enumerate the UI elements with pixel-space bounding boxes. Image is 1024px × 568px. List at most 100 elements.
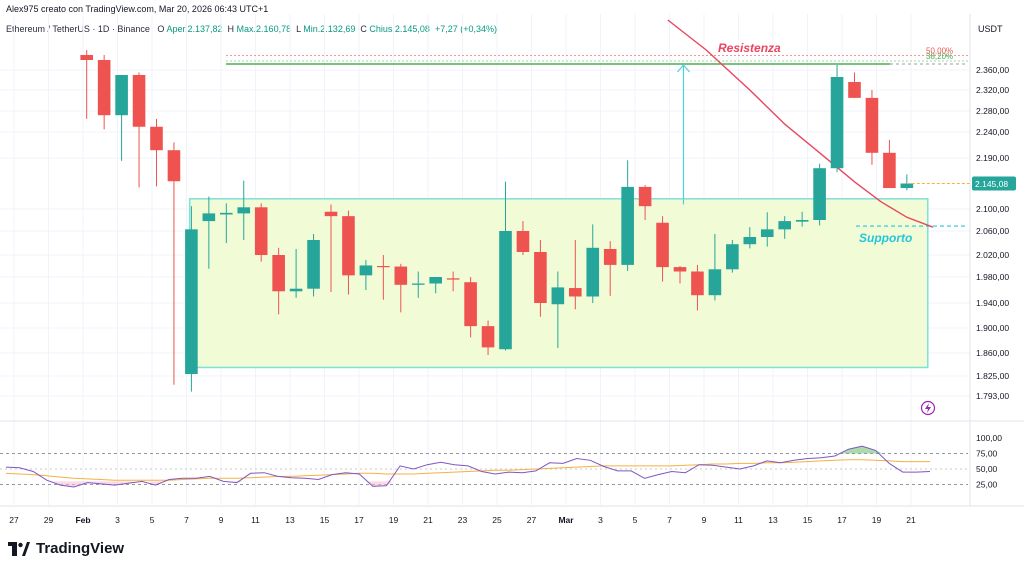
candle-body bbox=[97, 60, 111, 116]
rsi-oversold-fill bbox=[53, 481, 136, 487]
close-value: Chius.2.145,08 bbox=[369, 24, 430, 34]
date-axis-label: 27 bbox=[9, 515, 19, 525]
price-axis-label: 1.860,00 bbox=[976, 348, 1009, 358]
date-axis-label: 15 bbox=[320, 515, 330, 525]
candle-body bbox=[237, 207, 251, 214]
candle-body bbox=[516, 231, 530, 252]
symbol-legend: Ethereum / TetherUS · 1D · Binance O Ape… bbox=[6, 24, 497, 34]
candle-body bbox=[726, 244, 739, 270]
rsi-axis-label: 25,00 bbox=[976, 480, 998, 490]
price-axis-label: 2.020,00 bbox=[976, 250, 1009, 260]
rsi-axis-label: 100,00 bbox=[976, 433, 1002, 443]
rsi-line bbox=[5, 445, 931, 488]
price-axis-label: 2.280,00 bbox=[976, 106, 1009, 116]
moving-average-line bbox=[667, 19, 934, 228]
candle-body bbox=[638, 186, 652, 207]
price-axis-label: 2.100,00 bbox=[976, 204, 1009, 214]
candle-body bbox=[167, 150, 181, 182]
candle-body bbox=[656, 222, 669, 268]
date-axis-label: 13 bbox=[768, 515, 778, 525]
price-axis-label: 2.320,00 bbox=[976, 85, 1009, 95]
candle-body bbox=[795, 220, 809, 222]
open-value: Aper.2.137,82 bbox=[166, 24, 223, 34]
currency-label: USDT bbox=[978, 24, 1003, 34]
candle-body bbox=[411, 283, 425, 285]
lightning-bolt-icon bbox=[925, 403, 931, 413]
candle-body bbox=[307, 240, 320, 289]
candle-body bbox=[499, 231, 512, 350]
fib-label: 50,00% bbox=[926, 47, 953, 56]
candle-body bbox=[743, 237, 757, 245]
date-axis-label: 5 bbox=[633, 515, 638, 525]
candle-body bbox=[80, 55, 93, 60]
low-value: Min.2.132,69 bbox=[303, 24, 356, 34]
candle-body bbox=[569, 288, 582, 297]
candle-body bbox=[830, 77, 844, 169]
candle-body bbox=[289, 288, 303, 292]
candle-body bbox=[359, 265, 373, 276]
candle-body bbox=[848, 82, 861, 98]
price-axis-label: 2.240,00 bbox=[976, 127, 1009, 137]
candle-body bbox=[132, 75, 146, 127]
candle-body bbox=[883, 152, 896, 189]
candle-body bbox=[394, 266, 408, 285]
candle-body bbox=[534, 252, 547, 303]
date-axis-label: 3 bbox=[115, 515, 120, 525]
date-axis-label: 9 bbox=[219, 515, 224, 525]
close-label: C bbox=[360, 24, 367, 34]
candle-body bbox=[254, 207, 268, 255]
price-axis-label: 2.060,00 bbox=[976, 226, 1009, 236]
date-axis-label: 11 bbox=[734, 515, 743, 525]
rsi-ma-line bbox=[5, 459, 930, 481]
price-axis-label: 1.825,00 bbox=[976, 371, 1009, 381]
candle-body bbox=[673, 267, 687, 272]
resistance-annotation: Resistenza bbox=[718, 41, 781, 55]
price-axis-label: 1.793,00 bbox=[976, 391, 1009, 401]
candle-body bbox=[220, 212, 233, 215]
date-axis-label: 7 bbox=[667, 515, 672, 525]
candle-body bbox=[691, 271, 704, 296]
candle-body bbox=[621, 186, 634, 265]
rsi-axis-label: 50,00 bbox=[976, 464, 998, 474]
date-axis-label: 27 bbox=[527, 515, 537, 525]
high-label: H bbox=[227, 24, 235, 34]
candle-body bbox=[324, 211, 338, 217]
date-axis-label: 17 bbox=[354, 515, 364, 525]
date-axis-label: 11 bbox=[251, 515, 260, 525]
candle-body bbox=[900, 183, 914, 189]
rsi-overbought-fill bbox=[841, 446, 883, 454]
rsi-oversold-fill bbox=[148, 481, 163, 486]
candle-body bbox=[185, 229, 198, 375]
support-annotation: Supporto bbox=[859, 231, 912, 245]
candle-body bbox=[778, 221, 791, 230]
date-axis-label: 19 bbox=[872, 515, 882, 525]
last-price-badge bbox=[972, 176, 1016, 191]
date-axis-label: 21 bbox=[906, 515, 916, 525]
date-axis-label: 7 bbox=[184, 515, 189, 525]
date-axis-label: 15 bbox=[803, 515, 813, 525]
price-axis-label: 2.190,00 bbox=[976, 153, 1009, 163]
candle-body bbox=[481, 326, 495, 348]
candle-body bbox=[342, 216, 355, 276]
range-arrow-head bbox=[677, 64, 690, 73]
low-label: L bbox=[296, 24, 301, 34]
candle-body bbox=[446, 278, 460, 280]
date-axis-label: 17 bbox=[837, 515, 847, 525]
date-axis-label: 3 bbox=[598, 515, 603, 525]
candle-body bbox=[603, 249, 617, 265]
author-caption: Alex975 creato con TradingView.com, Mar … bbox=[6, 4, 269, 14]
high-value: Max.2.160,78 bbox=[236, 24, 292, 34]
symbol-name[interactable]: Ethereum / TetherUS · 1D · Binance bbox=[6, 24, 150, 34]
candle-body bbox=[760, 229, 774, 237]
date-axis-label: 13 bbox=[285, 515, 295, 525]
change-value: +7,27 (+0,34%) bbox=[434, 24, 497, 34]
candle-body bbox=[202, 213, 216, 222]
date-axis-label: 19 bbox=[389, 515, 399, 525]
support-zone bbox=[188, 198, 929, 369]
candle-body bbox=[150, 126, 163, 151]
candle-body bbox=[429, 277, 442, 284]
open-label: O bbox=[157, 24, 165, 34]
candle-body bbox=[464, 282, 477, 327]
tradingview-logo[interactable]: TradingView bbox=[8, 540, 124, 557]
